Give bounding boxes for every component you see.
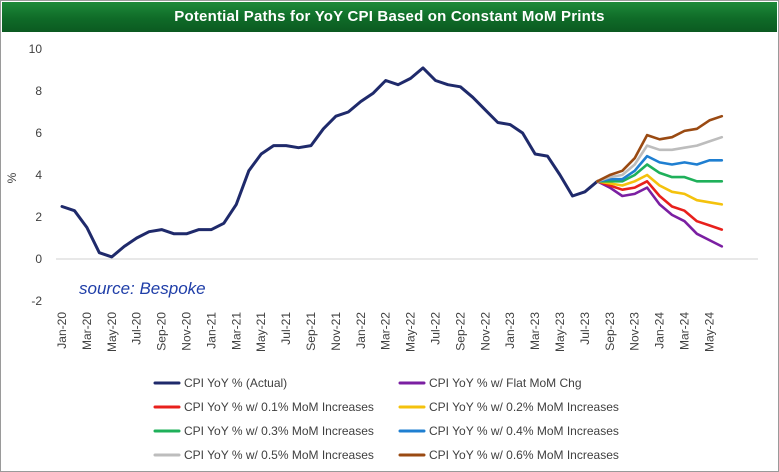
y-tick-label: 8 [35, 84, 42, 98]
x-tick-label: Mar-24 [678, 312, 692, 350]
x-tick-label: Jan-21 [204, 312, 218, 349]
x-tick-label: Sep-21 [304, 312, 318, 351]
x-tick-label: Mar-23 [528, 312, 542, 350]
x-tick-label: Jul-22 [429, 312, 443, 345]
series-line [596, 135, 724, 183]
x-tick-label: Jan-24 [653, 312, 667, 349]
x-tick-label: Mar-21 [229, 312, 243, 350]
x-tick-label: Jul-21 [279, 312, 293, 345]
series-line [596, 114, 724, 183]
series-line [60, 66, 599, 259]
y-tick-label: -2 [31, 294, 42, 308]
series-line [596, 163, 724, 183]
legend: CPI YoY % (Actual) CPI YoY % w/ Flat MoM … [153, 376, 619, 462]
x-tick-label: Nov-20 [180, 312, 194, 351]
x-tick-label: May-24 [702, 312, 716, 352]
x-tick-label: Mar-20 [80, 312, 94, 350]
x-tick-label: Jan-20 [55, 312, 69, 349]
y-tick-label: 0 [35, 252, 42, 266]
x-tick-label: Sep-22 [453, 312, 467, 351]
series-layer [60, 66, 724, 259]
series-line [596, 173, 724, 206]
x-tick-label: Jan-22 [354, 312, 368, 349]
axes: -2 0 2 4 6 8 10% Jan-20 Mar-20 May-20 Jul-20 Sep-20… [5, 42, 758, 352]
x-tick-label: May-20 [105, 312, 119, 352]
x-tick-label: Jul-20 [130, 312, 144, 345]
legend-entry: CPI YoY % w/ 0.5% MoM Increases [184, 448, 374, 462]
x-tick-label: May-22 [404, 312, 418, 352]
chart-title: Potential Paths for YoY CPI Based on Con… [2, 2, 777, 32]
series-line [596, 180, 724, 231]
series-line [596, 180, 724, 248]
x-tick-label: May-21 [254, 312, 268, 352]
x-tick-label: Nov-23 [628, 312, 642, 351]
series-line [596, 154, 724, 183]
y-tick-label: 2 [35, 210, 42, 224]
legend-entry: CPI YoY % w/ 0.6% MoM Increases [429, 448, 619, 462]
legend-entry: CPI YoY % w/ Flat MoM Chg [429, 376, 582, 390]
x-tick-label: Jan-23 [503, 312, 517, 349]
x-tick-label: Jul-23 [578, 312, 592, 345]
legend-entry: CPI YoY % w/ 0.2% MoM Increases [429, 400, 619, 414]
y-tick-label: 6 [35, 126, 42, 140]
y-axis-label: % [5, 172, 19, 183]
legend-entry: CPI YoY % w/ 0.3% MoM Increases [184, 424, 374, 438]
x-tick-label: Nov-22 [478, 312, 492, 351]
x-tick-label: Nov-21 [329, 312, 343, 351]
legend-entry: CPI YoY % w/ 0.1% MoM Increases [184, 400, 374, 414]
y-tick-label: 4 [35, 168, 42, 182]
source-label: source: Bespoke [79, 279, 206, 298]
legend-entry: CPI YoY % w/ 0.4% MoM Increases [429, 424, 619, 438]
x-tick-label: Mar-22 [379, 312, 393, 350]
x-tick-label: May-23 [553, 312, 567, 352]
x-tick-label: Sep-20 [155, 312, 169, 351]
y-tick-label: 10 [29, 42, 43, 56]
x-tick-label: Sep-23 [603, 312, 617, 351]
legend-entry: CPI YoY % (Actual) [184, 376, 287, 390]
